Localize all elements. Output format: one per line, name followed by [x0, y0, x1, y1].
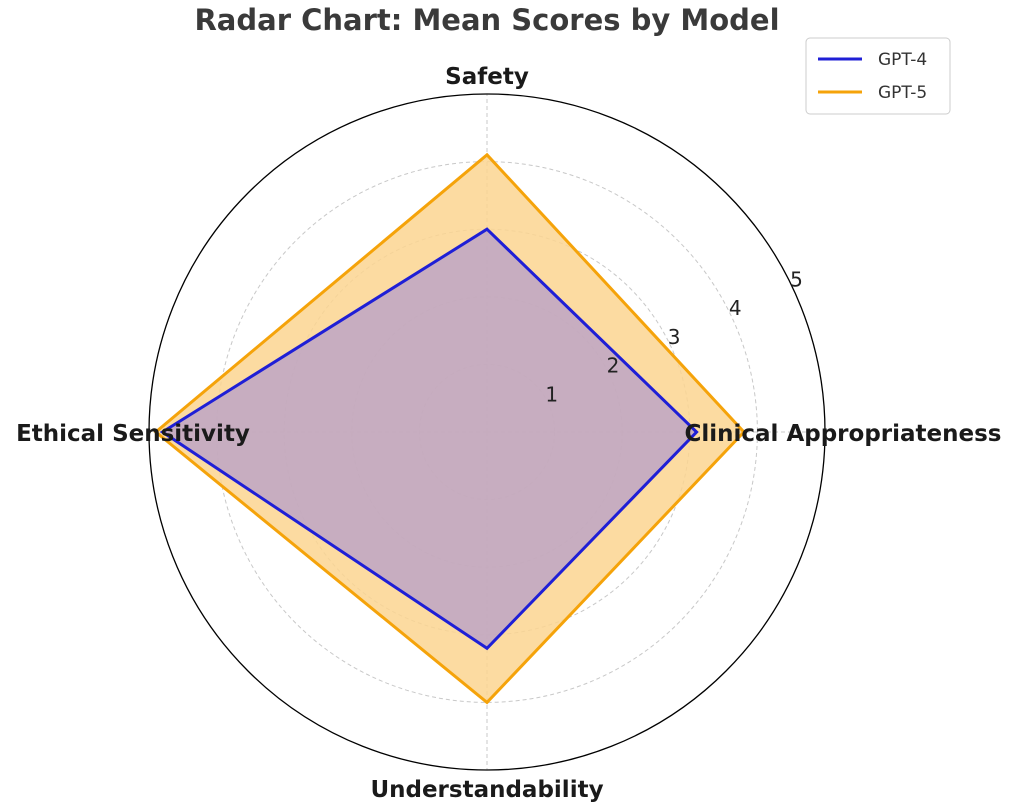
legend-label-gpt-4: GPT-4 — [878, 50, 927, 70]
radial-tick-labels: 1 2 3 4 5 — [545, 267, 802, 406]
legend-label-gpt-5: GPT-5 — [878, 83, 927, 103]
axis-labels: Safety Clinical Appropriateness Understand… — [16, 64, 1001, 803]
outer-frame — [148, 93, 826, 771]
tick-label: 1 — [545, 383, 558, 407]
series-lines — [153, 152, 746, 705]
series-fills — [155, 154, 744, 703]
tick-label: 4 — [729, 296, 742, 320]
tick-label: 2 — [607, 354, 620, 378]
legend: GPT-4 GPT-5 — [805, 37, 951, 115]
legend-box — [805, 37, 951, 115]
axis-label-ethical-sensitivity: Ethical Sensitivity — [16, 421, 250, 447]
series-area-gpt-4 — [162, 229, 697, 649]
series-line-gpt-5 — [153, 152, 746, 705]
axis-label-safety: Safety — [445, 64, 529, 90]
axis-label-clinical-appropriateness: Clinical Appropriateness — [685, 421, 1002, 447]
chart-title: Radar Chart: Mean Scores by Model — [194, 3, 779, 37]
series-line-gpt-4 — [159, 227, 699, 651]
axis-label-understandability: Understandability — [370, 777, 603, 803]
tick-label: 3 — [668, 325, 681, 349]
tick-label: 5 — [790, 267, 803, 291]
